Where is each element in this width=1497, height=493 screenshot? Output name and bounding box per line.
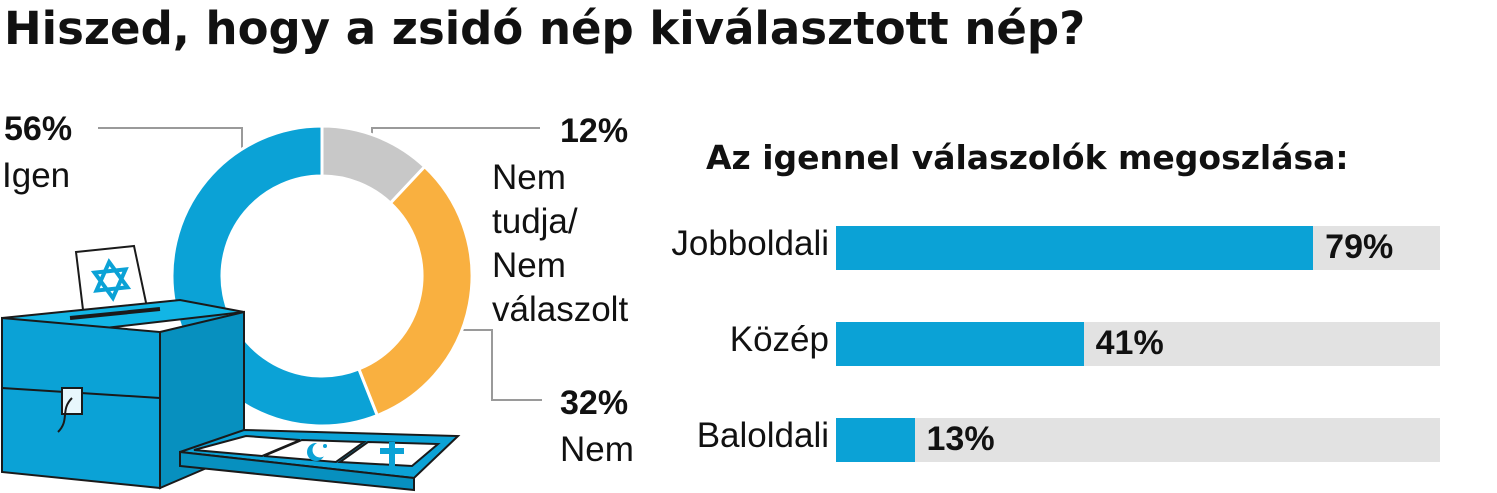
bar-track: 79% [836, 226, 1440, 270]
bar-category-label: Jobboldali [671, 224, 829, 263]
bar-value-label: 13% [926, 420, 995, 458]
leader-line-igen [98, 127, 243, 150]
bar-background [836, 418, 1440, 462]
chart-title: Hiszed, hogy a zsidó nép kiválasztott né… [4, 2, 1086, 55]
bar-chart-title: Az igennel válaszolók megoszlása: [706, 138, 1349, 177]
nem-tudja-label-line-2: tudja/ [492, 202, 578, 241]
nem-tudja-percent: 12% [560, 112, 629, 150]
bar-value-label: 41% [1095, 324, 1164, 362]
bar [836, 226, 1314, 270]
donut-slice-1 [356, 164, 474, 418]
bar-row: Közép 41% [0, 320, 1497, 366]
star-of-david-icon [90, 258, 132, 302]
ballot-box-icon [0, 244, 461, 492]
bar-category-label: Baloldali [696, 416, 829, 455]
bar-value-label: 79% [1325, 228, 1394, 266]
nem-tudja-label-line-1: Nem [492, 158, 566, 197]
nem-tudja-label-line-4: válaszolt [492, 290, 629, 329]
nem-tudja-label-line-3: Nem [492, 246, 566, 285]
crescent-icon [307, 442, 328, 461]
cross-icon [380, 442, 404, 466]
bar-row: Baloldali 13% [0, 416, 1497, 462]
nem-label: Nem [560, 430, 634, 469]
bar-track: 41% [836, 322, 1440, 366]
igen-percent: 56% [4, 110, 73, 148]
igen-label: Igen [2, 156, 71, 195]
donut-chart [0, 124, 542, 492]
bar-track: 13% [836, 418, 1440, 462]
bar [836, 418, 915, 462]
bar-category-label: Közép [729, 320, 829, 359]
bar [836, 322, 1084, 366]
bar-row: Jobboldali 79% [0, 224, 1497, 270]
leader-line-nem [460, 329, 542, 401]
nem-percent: 32% [560, 384, 629, 422]
